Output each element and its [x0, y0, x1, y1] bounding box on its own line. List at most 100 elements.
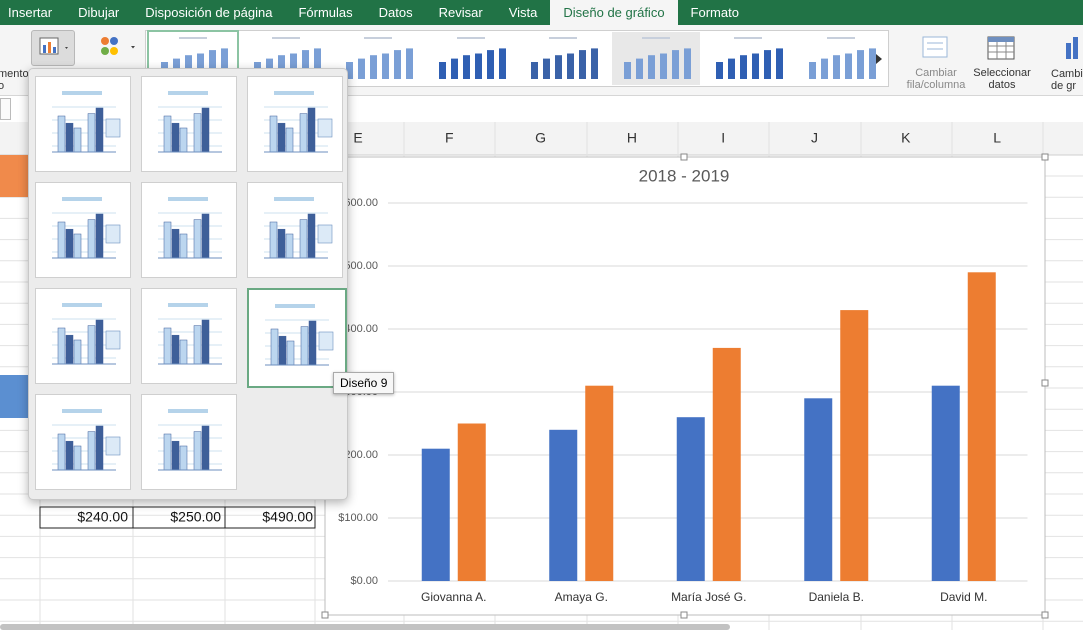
- thumb-bar: [277, 55, 285, 79]
- thumb-title: [734, 37, 762, 39]
- layout-thumb[interactable]: [141, 394, 237, 490]
- layout-thumb[interactable]: [35, 182, 131, 278]
- bar: [931, 385, 960, 581]
- ribbon-tab[interactable]: Datos: [378, 5, 413, 20]
- thumb-bar: [185, 55, 192, 79]
- thumb-bar: [73, 233, 82, 259]
- switch-icon: [922, 36, 948, 58]
- layout-thumb[interactable]: [35, 288, 131, 384]
- layout-thumb[interactable]: [141, 288, 237, 384]
- add-element-button[interactable]: [31, 30, 75, 66]
- thumb-title: [168, 91, 208, 95]
- thumb-graphic: [264, 91, 333, 153]
- thumb-graphic: [52, 197, 121, 259]
- thumb-graphic: [158, 409, 222, 471]
- thumb-bar: [179, 127, 188, 153]
- thumb-bar: [87, 219, 96, 259]
- style-thumb[interactable]: [427, 32, 515, 85]
- switch-row-col-button[interactable]: Cambiar fila/columna: [906, 67, 966, 91]
- thumb-title: [641, 37, 670, 39]
- thumb-graphic: [265, 304, 334, 366]
- name-box-stepper[interactable]: [0, 98, 11, 120]
- thumb-bar: [201, 213, 210, 259]
- thumb-bar: [95, 425, 104, 471]
- thumb-bar: [286, 340, 295, 366]
- thumb-title: [549, 37, 577, 39]
- style-thumb[interactable]: [611, 32, 700, 85]
- thumb-title: [62, 197, 102, 201]
- thumb-bar: [163, 433, 172, 471]
- ribbon-tab[interactable]: Fórmulas: [298, 5, 353, 20]
- layout-thumb[interactable]: [35, 394, 131, 490]
- thumb-bar: [87, 325, 96, 365]
- thumb-title: [168, 197, 208, 201]
- column-header: I: [721, 130, 725, 146]
- tooltip: Diseño 9: [333, 372, 395, 394]
- row-border: [39, 506, 316, 529]
- thumb-bar: [201, 107, 210, 153]
- thumb-bar: [358, 58, 365, 79]
- resize-handle: [1041, 379, 1049, 387]
- ribbon-tab[interactable]: Diseño de gráfico: [550, 0, 678, 25]
- column-header: L: [993, 130, 1001, 146]
- colors-button[interactable]: [95, 31, 140, 65]
- thumb-title: [271, 37, 300, 39]
- style-thumb[interactable]: [704, 32, 792, 85]
- layout-thumb[interactable]: [35, 76, 131, 172]
- bar: [585, 385, 614, 581]
- thumb-bar: [740, 55, 747, 79]
- thumb-bar: [57, 327, 66, 365]
- thumb-title: [62, 91, 102, 95]
- thumb-bar: [57, 221, 66, 259]
- thumb-legend: [105, 118, 121, 138]
- gallery-arrow[interactable]: [874, 52, 884, 66]
- bar: [967, 272, 996, 581]
- layout-thumb[interactable]: [247, 76, 343, 172]
- thumb-legend: [105, 436, 121, 456]
- thumb-title: [364, 37, 392, 39]
- ribbon-tab[interactable]: Disposición de página: [145, 5, 273, 20]
- layout-thumb[interactable]: [141, 182, 237, 278]
- layout-thumb[interactable]: [247, 182, 343, 278]
- ribbon-tab[interactable]: Formato: [690, 5, 739, 20]
- thumb-bar: [856, 50, 864, 79]
- thumb-bar: [201, 319, 210, 365]
- ribbon-tabs: Insertar Dibujar Disposición de página Fórm…: [0, 0, 1083, 25]
- thumb-bar: [752, 53, 759, 79]
- ribbon-tab[interactable]: Dibujar: [78, 5, 120, 20]
- style-thumb[interactable]: [519, 32, 607, 85]
- style-thumb[interactable]: [797, 32, 885, 85]
- y-tick-label: $500.00: [338, 260, 378, 272]
- thumb-bar: [179, 339, 188, 365]
- thumb-bar: [289, 53, 297, 79]
- thumb-bar: [277, 228, 286, 259]
- y-tick-label: $400.00: [338, 323, 378, 335]
- thumb-bar: [300, 326, 309, 366]
- thumb-bar: [171, 122, 180, 153]
- select-data-button[interactable]: Seleccionar datos: [973, 67, 1031, 91]
- style-thumb[interactable]: [334, 32, 422, 85]
- thumb-bar: [285, 127, 294, 153]
- y-tick-label: $600.00: [338, 197, 378, 209]
- cell-fill: [0, 375, 28, 418]
- layout-thumb[interactable]: [141, 76, 237, 172]
- thumb-bar: [299, 113, 308, 153]
- thumb-bar: [486, 50, 494, 79]
- thumb-bar: [171, 334, 180, 365]
- thumb-bar: [163, 327, 172, 365]
- thumb-title: [456, 37, 485, 39]
- thumb-bar: [73, 127, 82, 153]
- ribbon-tab[interactable]: Revisar: [438, 5, 483, 20]
- layout-thumb[interactable]: [247, 288, 347, 388]
- thumb-bar: [193, 219, 202, 259]
- ribbon-tab[interactable]: Insertar: [8, 5, 53, 20]
- thumb-bar: [832, 55, 840, 79]
- y-tick-label: $0.00: [350, 575, 378, 587]
- thumb-bar: [659, 53, 667, 79]
- thumb-graphic: [158, 197, 222, 259]
- thumb-bar: [87, 431, 96, 471]
- column-header: H: [627, 130, 637, 146]
- thumb-bar: [647, 55, 655, 79]
- ribbon-tab[interactable]: Vista: [508, 5, 538, 20]
- thumb-legend: [318, 331, 334, 351]
